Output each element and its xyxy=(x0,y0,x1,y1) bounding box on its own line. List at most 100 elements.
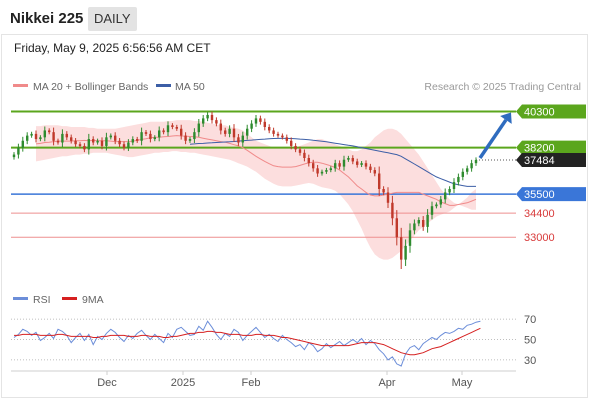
timestamp: Friday, May 9, 2025 6:56:56 AM CET xyxy=(14,41,211,55)
x-tick-label-Dec: Dec xyxy=(97,377,117,389)
candle-body xyxy=(452,182,456,189)
candle-body xyxy=(52,132,55,141)
candle-body xyxy=(307,158,311,164)
x-tick-label-Feb: Feb xyxy=(242,377,261,389)
level-tag-35500: 35500 xyxy=(524,189,555,201)
ma20-legend-swatch xyxy=(13,84,28,87)
candle-body xyxy=(320,171,324,174)
candle-body xyxy=(83,145,86,150)
legend-rsi-label: RSI xyxy=(33,294,51,306)
x-axis: Dec 2025 Feb Apr May xyxy=(97,371,473,389)
candle-body xyxy=(131,139,135,143)
candle-body xyxy=(329,168,333,171)
candle-body xyxy=(386,192,390,203)
candle-body xyxy=(267,127,271,131)
candle-body xyxy=(263,121,267,127)
x-tick-label-May: May xyxy=(452,377,473,389)
candle-body xyxy=(197,123,201,133)
candle-body xyxy=(311,163,315,169)
candle-body xyxy=(100,140,104,146)
candle-body xyxy=(399,237,403,260)
candle-body xyxy=(369,166,372,171)
ma20-line xyxy=(35,135,477,206)
candle-body xyxy=(272,130,275,134)
candle-body xyxy=(443,192,447,200)
title-bar: Nikkei 225 DAILY xyxy=(0,0,590,34)
candle-body xyxy=(166,125,170,133)
candle-body xyxy=(56,140,60,143)
candle-body xyxy=(355,161,359,165)
level-tag-bg xyxy=(516,104,586,119)
level-tag-33000: 33000 xyxy=(524,232,555,244)
candle-body xyxy=(215,120,218,124)
rsi-tick-30: 30 xyxy=(524,355,536,367)
candle-body xyxy=(254,118,258,124)
candle-body xyxy=(157,130,161,138)
candle-body xyxy=(17,147,20,155)
interval-badge[interactable]: DAILY xyxy=(88,7,137,31)
candle-body xyxy=(457,176,460,183)
candle-body xyxy=(25,135,29,141)
level-tag-bg xyxy=(516,152,586,167)
candle-body xyxy=(91,139,95,143)
legend-ma20-label: MA 20 + Bollinger Bands xyxy=(33,81,148,93)
candle-body xyxy=(289,140,293,146)
level-lines xyxy=(11,110,516,238)
candle-body xyxy=(39,137,42,140)
candle-body xyxy=(360,163,363,165)
candle-body xyxy=(395,218,399,238)
level-tag-34400: 34400 xyxy=(524,208,555,220)
candle-body xyxy=(122,144,126,148)
rsi-legend-swatch xyxy=(13,297,28,300)
candle-body xyxy=(61,133,64,143)
candle-body xyxy=(281,135,284,138)
candle-body xyxy=(153,137,157,140)
candle-body xyxy=(413,223,416,231)
candle-body xyxy=(87,139,91,150)
candle-body xyxy=(298,149,302,153)
candle-body xyxy=(347,158,350,160)
x-tick-label-Apr: Apr xyxy=(378,377,395,389)
candle-body xyxy=(426,214,429,227)
candle-body xyxy=(12,154,16,158)
candle-body xyxy=(223,130,227,134)
legend-ma50-label: MA 50 xyxy=(175,81,205,93)
candle-body xyxy=(430,206,434,215)
candle-body xyxy=(34,133,38,140)
candle-body xyxy=(188,139,192,141)
candle-body xyxy=(461,171,465,177)
chart-title: Nikkei 225 xyxy=(10,10,84,27)
candle-body xyxy=(219,123,223,131)
chart-frame xyxy=(1,34,588,398)
candle-body xyxy=(417,220,421,224)
forecast-arrow-shaft xyxy=(478,118,508,159)
credit-text: Research © 2025 Trading Central xyxy=(424,81,581,93)
candle-body xyxy=(316,168,319,174)
candle-body xyxy=(325,170,328,172)
candle-body xyxy=(96,140,99,143)
level-tag-37484: 37484 xyxy=(524,155,555,167)
rsi-tick-50: 50 xyxy=(524,335,536,347)
candle-body xyxy=(474,159,478,164)
forecast-arrow xyxy=(478,112,512,159)
candle-body xyxy=(448,189,451,193)
candle-body xyxy=(465,168,469,172)
candle-body xyxy=(135,139,139,141)
candle-body xyxy=(382,189,385,193)
candle-body xyxy=(105,137,108,146)
candle-body xyxy=(439,199,443,205)
candle-body xyxy=(201,118,205,124)
candle-body xyxy=(74,140,77,145)
candle-body xyxy=(69,137,73,141)
candle-body xyxy=(391,202,394,219)
candle-body xyxy=(78,144,82,146)
level-tag-38200: 38200 xyxy=(524,143,555,155)
candle-body xyxy=(435,204,438,207)
candle-body xyxy=(285,137,289,141)
rsi-tick-70: 70 xyxy=(524,314,536,326)
bollinger-band-area xyxy=(36,120,476,260)
ma50-legend-swatch xyxy=(156,84,171,87)
candle-body xyxy=(179,128,183,136)
